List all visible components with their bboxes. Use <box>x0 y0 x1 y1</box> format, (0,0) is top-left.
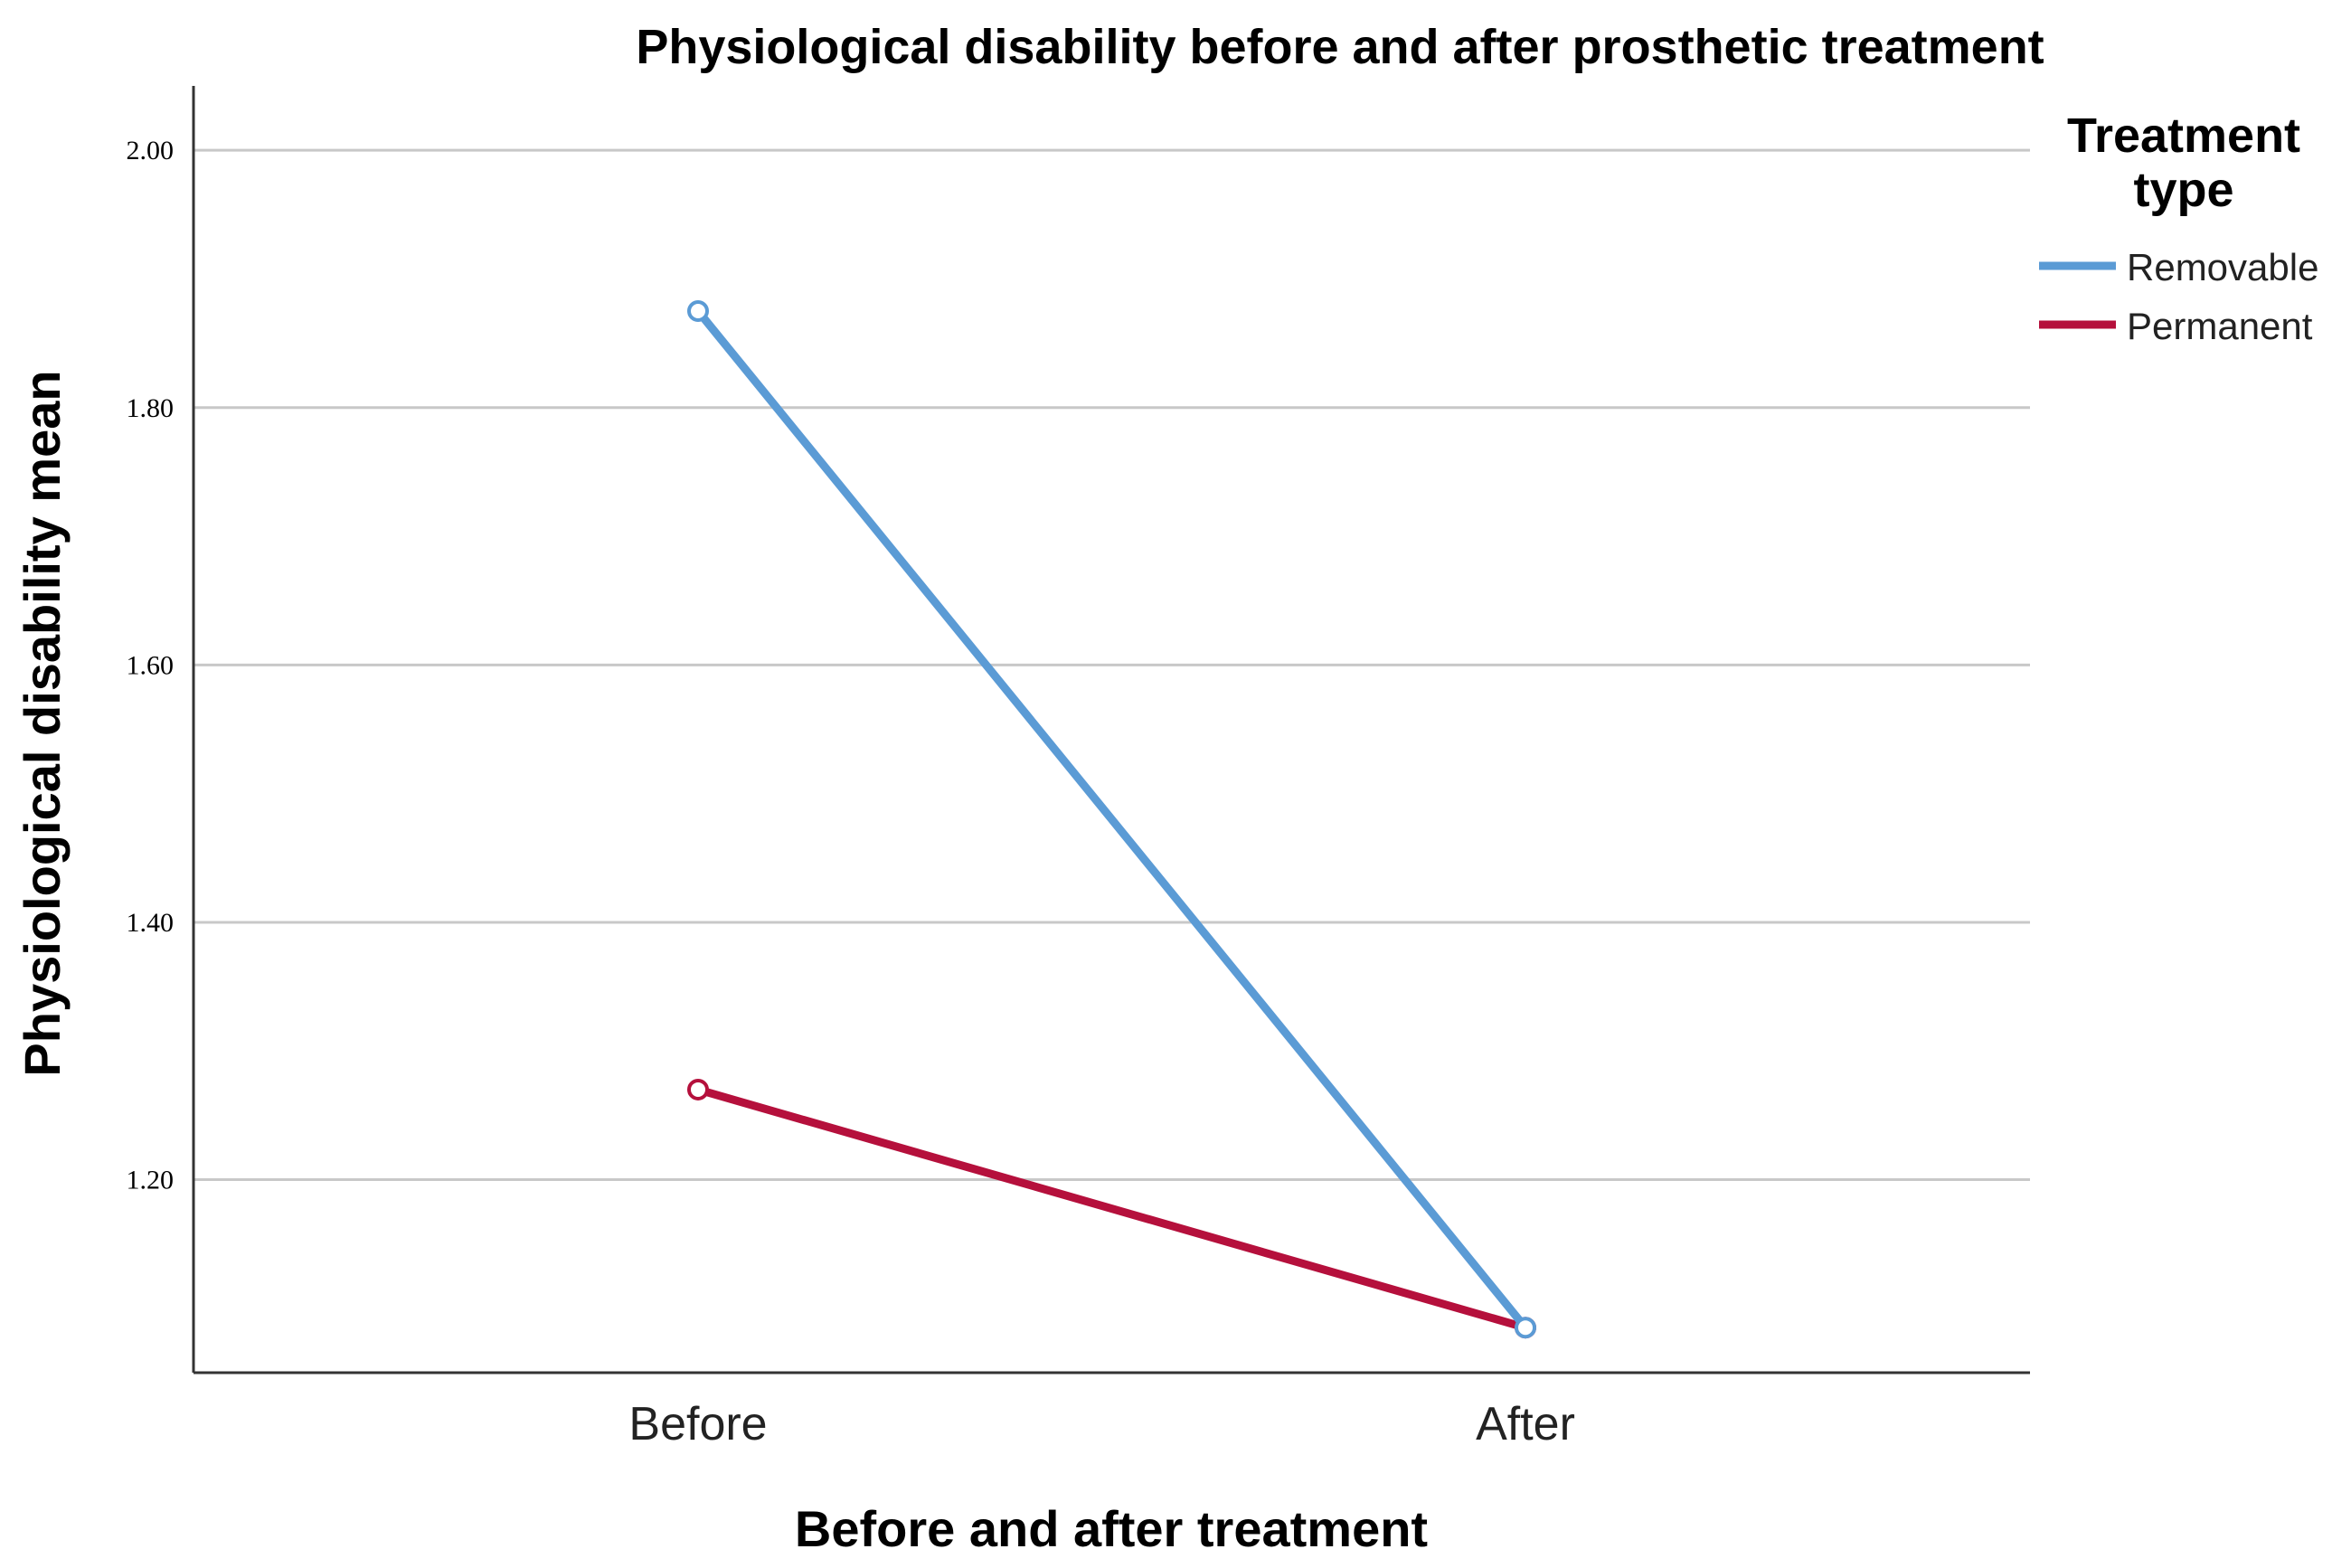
chart-title: Physiological disability before and afte… <box>636 20 2044 74</box>
y-tick-label: 2.00 <box>127 136 175 165</box>
y-tick-label: 1.20 <box>127 1166 175 1195</box>
legend-title-line1: Treatment <box>2067 109 2300 163</box>
x-tick-label: Before <box>628 1398 767 1450</box>
legend-title-line2: type <box>2133 163 2233 217</box>
y-tick-label: 1.40 <box>127 908 175 938</box>
legend-label-removable: Removable <box>2127 246 2318 288</box>
series-line-permanent <box>694 1085 1530 1332</box>
legend: Treatment type Removable Permanent <box>2039 109 2318 347</box>
data-point-removable <box>687 300 709 323</box>
y-tick-label: 1.80 <box>127 393 175 423</box>
data-point-removable <box>1515 1317 1536 1339</box>
y-axis-ticks: 1.20 1.40 1.60 1.80 2.00 <box>127 136 175 1195</box>
y-tick-label: 1.60 <box>127 650 175 680</box>
gridlines <box>194 148 2030 1182</box>
legend-label-permanent: Permanent <box>2127 305 2313 347</box>
x-axis-title: Before and after treatment <box>795 1500 1428 1557</box>
series-removable <box>687 300 1536 1339</box>
legend-items: Removable Permanent <box>2039 246 2318 347</box>
y-axis-title: Physiological disability mean <box>14 370 71 1076</box>
x-tick-label: After <box>1476 1398 1575 1450</box>
series-layer <box>687 300 1536 1339</box>
x-axis-ticks: Before After <box>628 1398 1575 1450</box>
data-point-permanent <box>687 1078 709 1100</box>
series-line-removable <box>694 307 1530 1332</box>
